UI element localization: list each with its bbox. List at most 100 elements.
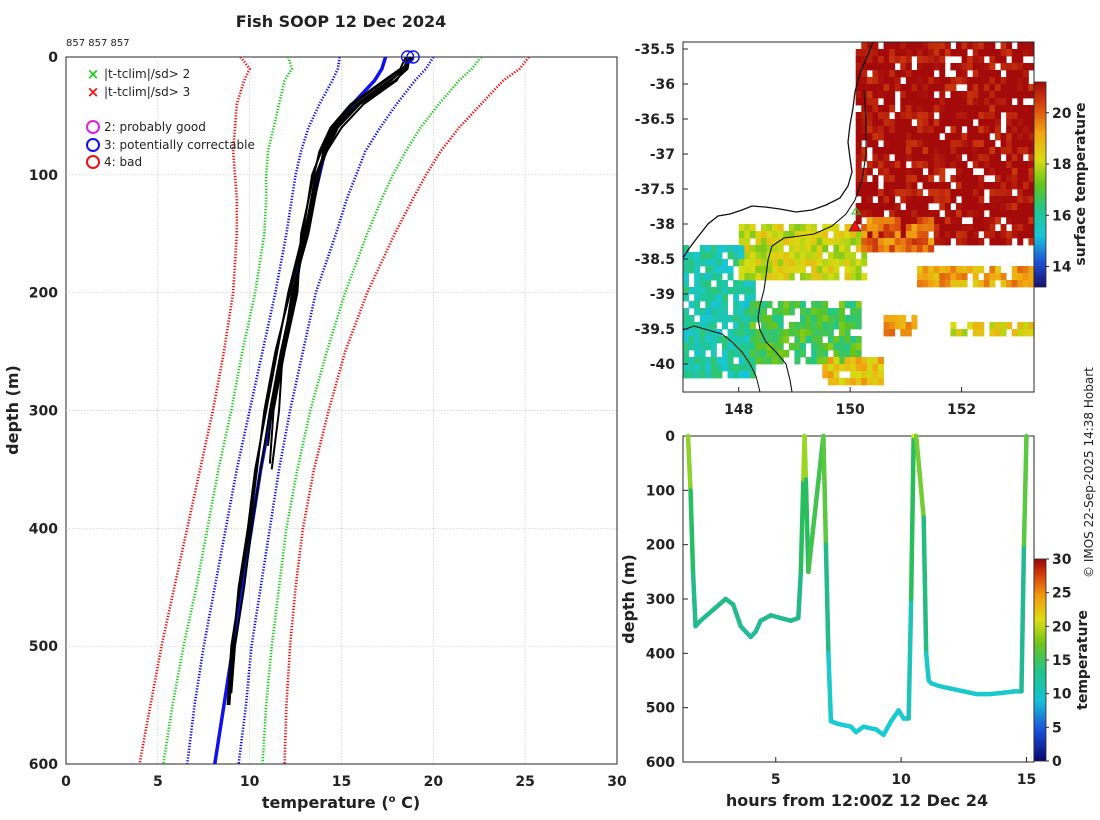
sst-cell <box>844 231 851 239</box>
sst-cell <box>1028 91 1034 99</box>
sst-cell <box>883 217 890 225</box>
sst-cell <box>995 231 1001 239</box>
sst-cell <box>900 147 907 155</box>
sst-cell <box>833 364 840 372</box>
sst-cell <box>1017 224 1024 232</box>
map-triangle-marker <box>848 207 862 232</box>
sst-cell <box>833 231 840 239</box>
sst-cell <box>800 266 806 274</box>
flag-marker <box>406 50 420 64</box>
sst-cell <box>1006 119 1013 127</box>
sst-cell <box>822 301 829 309</box>
sst-cell <box>956 224 962 232</box>
sst-cell <box>710 315 717 323</box>
sst-cell <box>866 98 873 106</box>
sst-cell <box>956 238 962 246</box>
sst-cell <box>961 329 968 337</box>
sst-cell <box>800 259 806 267</box>
sst-cell <box>788 273 795 281</box>
sst-cell <box>699 308 706 316</box>
sst-cell <box>944 203 951 211</box>
sst-cell <box>866 224 873 232</box>
sst-cell <box>710 245 717 253</box>
sst-cell <box>683 259 689 267</box>
sst-cell <box>822 238 829 246</box>
sst-cell <box>772 322 779 330</box>
sst-cell <box>761 308 767 316</box>
sst-cell <box>989 329 996 337</box>
sst-cell <box>922 210 929 218</box>
sst-cell <box>911 196 918 204</box>
sst-cell <box>1000 182 1007 190</box>
sst-cell <box>722 245 728 253</box>
sst-cell <box>928 280 935 288</box>
sst-cell <box>694 371 701 379</box>
sst-cell <box>749 294 756 302</box>
sst-cell <box>956 175 962 183</box>
sst-cell <box>683 329 689 337</box>
sst-cell <box>911 315 918 323</box>
sst-cell <box>699 294 706 302</box>
sst-cell <box>783 329 790 337</box>
sst-cell <box>995 322 1001 330</box>
sst-cell <box>928 77 935 85</box>
sst-cell <box>956 329 962 337</box>
sst-cell <box>1022 203 1029 211</box>
sst-cell <box>889 140 896 148</box>
sst-cell <box>905 140 912 148</box>
sst-cell <box>939 42 946 50</box>
sst-cell <box>944 42 951 50</box>
sst-cell <box>894 42 901 50</box>
sst-cell <box>1011 133 1018 141</box>
sst-cell <box>822 364 829 372</box>
sst-cell <box>1022 126 1029 134</box>
sst-cell <box>967 224 974 232</box>
sst-cell <box>872 364 879 372</box>
sst-cell <box>688 315 695 323</box>
sst-cell <box>855 140 862 148</box>
sst-cell <box>833 357 840 365</box>
sst-cell <box>900 224 907 232</box>
sst-cell <box>722 308 728 316</box>
sst-cell <box>967 91 974 99</box>
sst-cell <box>933 161 940 169</box>
sst-cell <box>744 280 751 288</box>
sst-cell <box>866 210 873 218</box>
sst-cell <box>772 224 779 232</box>
sst-cell <box>811 259 818 267</box>
sst-cell <box>922 49 929 57</box>
sst-cell <box>894 154 901 162</box>
sst-cell <box>855 266 862 274</box>
profile-xtick-label: 10 <box>240 774 260 790</box>
sst-cell <box>783 336 790 344</box>
sst-cell <box>1011 126 1018 134</box>
sst-cell <box>911 224 918 232</box>
sst-cell <box>1022 322 1029 330</box>
sst-cell <box>1028 273 1034 281</box>
profile-grid <box>66 57 617 764</box>
sst-cell <box>727 273 734 281</box>
sst-cell <box>900 210 907 218</box>
sst-region-1 <box>855 42 1034 246</box>
sst-cell <box>967 63 974 71</box>
sst-cell <box>866 112 873 120</box>
sst-cell <box>922 70 929 78</box>
sst-cell <box>861 224 868 232</box>
sst-cell <box>683 336 689 344</box>
track-xtick-label: 5 <box>771 772 781 788</box>
sst-cell <box>983 133 990 141</box>
sst-cell <box>894 147 901 155</box>
sst-cell <box>978 322 985 330</box>
sst-cell <box>772 357 779 365</box>
sst-cell <box>744 343 751 351</box>
sst-cell <box>855 308 862 316</box>
map-ytick-label: -38 <box>650 217 675 233</box>
sst-cell <box>911 98 918 106</box>
sst-cell <box>894 133 901 141</box>
sst-cell <box>794 231 801 239</box>
sst-cell <box>950 196 957 204</box>
map-ytick-label: -37.5 <box>635 182 675 198</box>
sst-cell <box>855 315 862 323</box>
sst-cell <box>889 147 896 155</box>
